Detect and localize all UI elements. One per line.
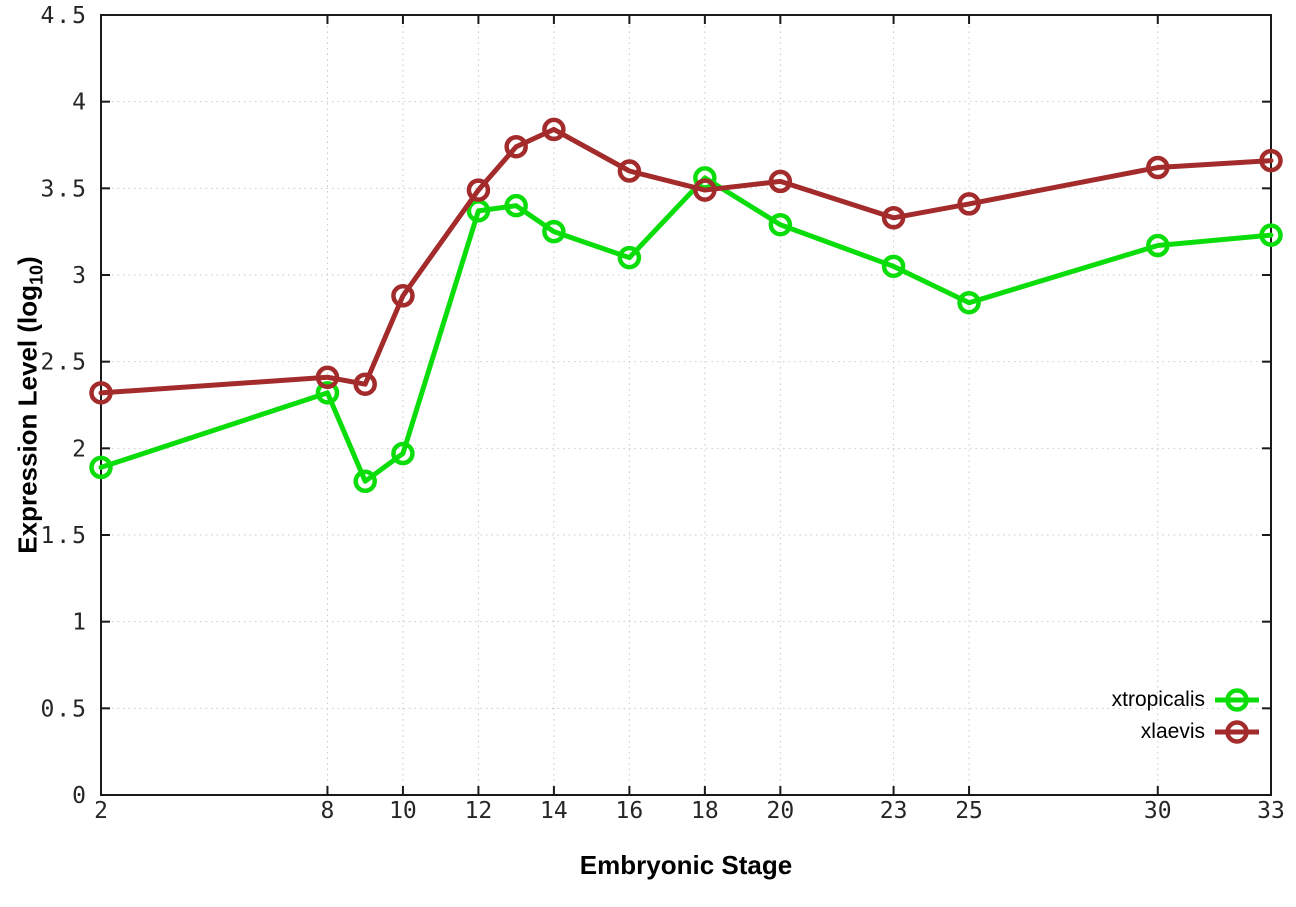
data-point-xtropicalis <box>89 455 113 480</box>
data-point-xtropicalis <box>315 381 340 405</box>
data-point-xlaevis <box>542 117 566 142</box>
y-tick-label: 3 <box>72 263 88 289</box>
y-tick-label: 4 <box>72 90 88 116</box>
x-tick-label: 12 <box>465 798 493 824</box>
x-tick-label: 14 <box>540 798 568 824</box>
data-point-xlaevis <box>315 365 340 390</box>
y-tick-label: 1.5 <box>40 523 88 549</box>
x-tick-label: 2 <box>94 798 108 824</box>
data-point-xlaevis <box>617 159 642 183</box>
data-point-xtropicalis <box>353 469 377 494</box>
y-tick-label: 0 <box>72 783 88 809</box>
y-axis-title: Expression Level (log10) <box>12 256 47 553</box>
y-tick-label: 3.5 <box>40 176 88 202</box>
data-point-xtropicalis <box>881 254 906 279</box>
data-point-xlaevis <box>957 192 981 216</box>
legend-item-xlaevis: xlaevis <box>1141 717 1260 747</box>
data-point-xtropicalis <box>768 212 793 237</box>
y-axis-title-end: ) <box>12 256 43 265</box>
data-point-xtropicalis <box>957 290 981 315</box>
x-tick-label: 10 <box>389 798 417 824</box>
x-tick-label: 16 <box>616 798 644 824</box>
data-point-xtropicalis <box>1146 233 1170 258</box>
series-line-xlaevis <box>98 126 1274 396</box>
data-point-xtropicalis <box>542 219 566 244</box>
x-tick-label: 8 <box>321 798 335 824</box>
data-point-xtropicalis <box>1259 223 1283 247</box>
data-point-xtropicalis <box>617 245 642 270</box>
data-point-xlaevis <box>881 206 906 230</box>
x-tick-label: 18 <box>691 798 719 824</box>
y-tick-label: 2 <box>72 436 88 462</box>
data-point-xlaevis <box>693 178 717 202</box>
x-tick-label: 33 <box>1257 798 1285 824</box>
data-point-xlaevis <box>353 372 377 396</box>
series-line-xtropicalis <box>98 175 1274 484</box>
data-point-xlaevis <box>1259 148 1283 173</box>
data-point-xlaevis <box>504 134 528 159</box>
y-axis-title-subscript: 10 <box>26 264 47 285</box>
x-tick-label: 20 <box>767 798 795 824</box>
y-axis-title-main: Expression Level (log <box>12 284 43 554</box>
data-point-xlaevis <box>1146 155 1170 180</box>
data-point-xtropicalis <box>504 193 528 218</box>
y-tick-label: 2.5 <box>40 350 88 376</box>
legend-marker-xlaevis <box>1215 720 1259 744</box>
legend-label-xlaevis: xlaevis <box>1140 720 1205 743</box>
data-point-xtropicalis <box>391 441 415 466</box>
x-tick-label: 30 <box>1144 798 1172 824</box>
y-tick-label: 0.5 <box>40 696 88 722</box>
data-point-xlaevis <box>466 178 491 202</box>
y-tick-label: 4.5 <box>40 3 88 29</box>
x-tick-label: 23 <box>880 798 908 824</box>
data-point-xlaevis <box>768 169 793 194</box>
plot-border <box>100 14 1272 796</box>
legend-label-xtropicalis: xtropicalis <box>1111 688 1205 711</box>
data-point-xtropicalis <box>693 166 717 190</box>
y-tick-label: 1 <box>72 610 88 636</box>
x-tick-label: 25 <box>955 798 983 824</box>
x-axis-title: Embryonic Stage <box>579 850 793 880</box>
legend-item-xtropicalis: xtropicalis <box>1112 685 1260 715</box>
legend-marker-xtropicalis <box>1215 688 1259 712</box>
data-point-xlaevis <box>391 284 415 308</box>
data-point-xlaevis <box>89 381 113 405</box>
